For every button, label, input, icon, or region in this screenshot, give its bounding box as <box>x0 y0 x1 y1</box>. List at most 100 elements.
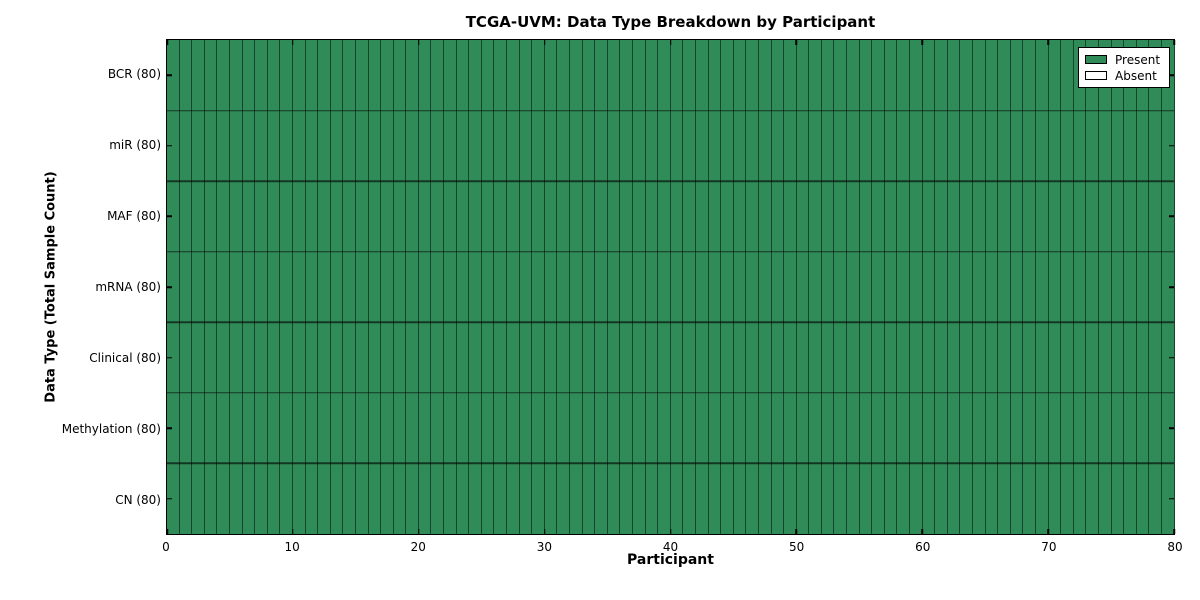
participant-column <box>318 40 331 534</box>
y-tick-label: Methylation (80) <box>61 421 161 436</box>
participant-column <box>910 40 923 534</box>
participant-column <box>607 40 621 534</box>
participant-column <box>960 40 973 534</box>
participant-column <box>733 40 747 534</box>
participant-column <box>167 40 180 534</box>
x-tick-label: 40 <box>662 540 679 554</box>
y-tick-label: Clinical (80) <box>89 350 161 365</box>
x-tick-label: 50 <box>788 540 805 554</box>
participant-column <box>620 40 633 534</box>
participant-column <box>1136 40 1150 534</box>
participant-column <box>746 40 759 534</box>
legend: Present Absent <box>1078 47 1170 88</box>
participant-column <box>973 40 986 534</box>
participant-column <box>444 40 457 534</box>
x-tick-mark <box>1173 529 1175 534</box>
participant-column <box>1073 40 1087 534</box>
participant-column <box>784 40 797 534</box>
legend-entry-present: Present <box>1085 54 1163 66</box>
y-tick-mark <box>1169 356 1174 359</box>
participant-column <box>582 40 596 534</box>
x-tick-mark <box>418 529 420 534</box>
x-tick-label: 10 <box>284 540 300 554</box>
legend-label-present: Present <box>1115 52 1161 67</box>
participant-column <box>305 40 319 534</box>
x-tick-mark <box>921 40 923 45</box>
participant-column <box>595 40 608 534</box>
participant-column <box>280 40 293 534</box>
absent-swatch-icon <box>1085 71 1107 80</box>
participant-column <box>897 40 911 534</box>
participant-column <box>494 40 508 534</box>
participant-column <box>192 40 205 534</box>
y-tick-label: mRNA (80) <box>95 280 161 294</box>
participant-column <box>519 40 533 534</box>
participant-column <box>330 40 344 534</box>
participant-column <box>859 40 873 534</box>
participant-column <box>532 40 545 534</box>
participant-column <box>645 40 659 534</box>
x-tick-mark <box>795 40 798 45</box>
participant-column <box>1010 40 1024 534</box>
x-tick-label: 30 <box>536 540 553 554</box>
x-tick-mark <box>795 529 798 534</box>
present-swatch-icon <box>1085 55 1107 64</box>
participant-column <box>204 40 218 534</box>
y-tick-label: MAF (80) <box>107 209 161 224</box>
y-tick-mark <box>167 356 172 359</box>
y-tick-mark <box>167 215 172 218</box>
participant-column <box>771 40 785 534</box>
y-tick-mark <box>1169 427 1174 429</box>
participant-column <box>1098 40 1112 534</box>
participant-column <box>393 40 407 534</box>
participant-column <box>1023 40 1036 534</box>
participant-column <box>670 40 684 534</box>
y-tick-label: BCR (80) <box>107 67 161 82</box>
participant-column <box>217 40 230 534</box>
x-tick-label: 60 <box>915 540 931 554</box>
participant-column <box>179 40 193 534</box>
legend-entry-absent: Absent <box>1085 70 1163 82</box>
participant-column <box>431 40 445 534</box>
x-tick-mark <box>543 529 546 534</box>
x-tick-mark <box>669 40 672 45</box>
participant-column <box>1149 40 1162 534</box>
x-tick-mark <box>292 529 294 534</box>
participant-column <box>406 40 419 534</box>
participant-column <box>343 40 356 534</box>
x-tick-labels: 0 10 20 30 40 50 60 70 80 <box>162 540 1182 556</box>
y-tick-mark <box>167 427 172 429</box>
participant-column <box>355 40 369 534</box>
x-tick-mark <box>921 529 923 534</box>
x-tick-label: 20 <box>410 540 426 554</box>
participant-column <box>721 40 734 534</box>
participant-column <box>507 40 520 534</box>
participant-column <box>695 40 709 534</box>
legend-label-absent: Absent <box>1115 68 1157 83</box>
x-tick-mark <box>166 40 168 45</box>
participant-column <box>368 40 382 534</box>
participant-column <box>481 40 495 534</box>
participant-column <box>658 40 671 534</box>
x-tick-label: 80 <box>1167 540 1183 554</box>
y-tick-mark <box>1169 497 1174 500</box>
participant-column <box>570 40 583 534</box>
plot-area <box>166 39 1175 535</box>
participant-column <box>1086 40 1099 534</box>
x-tick-mark <box>418 40 420 45</box>
y-tick-mark <box>1169 74 1174 77</box>
participant-column <box>985 40 999 534</box>
participant-column <box>1061 40 1074 534</box>
participant-column <box>292 40 306 534</box>
x-tick-mark <box>1173 40 1175 45</box>
participant-column <box>632 40 646 534</box>
y-tick-label: miR (80) <box>109 138 161 153</box>
y-tick-mark <box>167 286 172 288</box>
x-tick-mark <box>1047 40 1049 45</box>
participant-column <box>847 40 860 534</box>
x-tick-mark <box>292 40 294 45</box>
participant-column <box>229 40 243 534</box>
participant-column <box>255 40 268 534</box>
x-tick-label: 0 <box>162 540 170 554</box>
participant-column <box>456 40 470 534</box>
